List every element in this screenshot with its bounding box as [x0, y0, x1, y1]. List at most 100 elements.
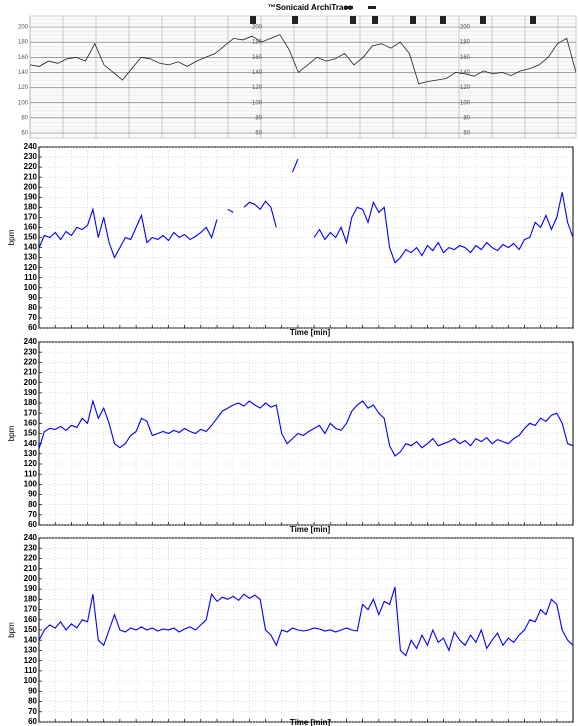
y-tick-label: 220	[24, 554, 38, 563]
y-tick-label: 60	[28, 520, 37, 529]
y-tick-label: 110	[24, 666, 37, 675]
y-tick-label: 100	[24, 479, 38, 488]
y-tick-label: 180	[252, 40, 263, 46]
y-tick-label: 140	[460, 70, 471, 76]
y-tick-label: 90	[28, 686, 37, 695]
y-tick-label: 180	[24, 594, 38, 603]
y-tick-label: 140	[24, 439, 38, 448]
event-mark	[250, 16, 256, 24]
y-tick-label: 230	[24, 347, 38, 356]
y-axis-label: bpm	[7, 229, 16, 245]
y-tick-label: 200	[18, 25, 29, 31]
y-tick-label: 140	[18, 70, 29, 76]
y-tick-label: 90	[28, 293, 37, 302]
y-tick-label: 60	[28, 717, 37, 726]
y-tick-label: 220	[24, 162, 38, 171]
y-tick-label: 190	[24, 584, 38, 593]
y-tick-label: 100	[24, 283, 38, 292]
x-axis-label: Time [min]	[290, 328, 331, 337]
y-tick-label: 200	[252, 25, 263, 31]
y-tick-label: 120	[460, 85, 471, 91]
trace-line	[29, 34, 577, 85]
y-tick-label: 100	[24, 676, 38, 685]
y-tick-label: 180	[460, 40, 471, 46]
y-tick-label: 220	[24, 357, 38, 366]
trace-line	[38, 398, 574, 457]
event-mark	[480, 16, 486, 24]
y-axis-label: bpm	[7, 622, 16, 638]
event-mark	[440, 16, 446, 24]
y-tick-label: 200	[24, 182, 38, 191]
y-tick-label: 60	[463, 131, 470, 137]
y-tick-label: 170	[24, 212, 38, 221]
event-mark	[292, 16, 298, 24]
y-tick-label: 160	[24, 615, 38, 624]
y-tick-label: 100	[252, 100, 263, 106]
y-tick-label: 120	[252, 85, 263, 91]
y-axis-label: bpm	[7, 425, 16, 441]
y-tick-label: 120	[24, 263, 38, 272]
y-tick-label: 80	[255, 115, 262, 121]
trace-line	[38, 158, 574, 264]
y-tick-label: 100	[460, 100, 471, 106]
y-tick-label: 150	[24, 625, 38, 634]
y-tick-label: 190	[24, 388, 38, 397]
event-mark	[410, 16, 416, 24]
y-tick-label: 180	[24, 202, 38, 211]
y-tick-label: 120	[24, 656, 38, 665]
title-mark	[368, 6, 376, 9]
y-tick-label: 160	[18, 55, 29, 61]
y-tick-label: 240	[24, 142, 38, 151]
y-tick-label: 230	[24, 152, 38, 161]
y-tick-label: 70	[28, 313, 37, 322]
y-tick-label: 170	[24, 605, 38, 614]
y-tick-label: 240	[24, 337, 38, 346]
y-tick-label: 230	[24, 543, 38, 552]
y-tick-label: 190	[24, 192, 38, 201]
y-tick-label: 60	[255, 131, 262, 137]
chart-title: ™Sonicaid ArchiTrace	[268, 3, 353, 12]
y-tick-label: 90	[28, 490, 37, 499]
event-mark	[372, 16, 378, 24]
y-tick-label: 150	[24, 233, 38, 242]
y-tick-label: 70	[28, 707, 37, 716]
y-tick-label: 200	[24, 574, 38, 583]
y-tick-label: 120	[24, 459, 38, 468]
y-tick-label: 180	[24, 398, 38, 407]
y-tick-label: 160	[460, 55, 471, 61]
y-tick-label: 210	[24, 368, 38, 377]
y-tick-label: 130	[24, 449, 38, 458]
y-tick-label: 110	[24, 273, 37, 282]
y-tick-label: 150	[24, 429, 38, 438]
y-tick-label: 80	[21, 115, 28, 121]
y-tick-label: 60	[28, 323, 37, 332]
trace-line	[38, 586, 574, 657]
y-tick-label: 210	[24, 564, 38, 573]
y-tick-label: 80	[463, 115, 470, 121]
title-mark	[345, 6, 353, 9]
y-tick-label: 210	[24, 172, 38, 181]
y-tick-label: 110	[24, 469, 37, 478]
y-tick-label: 240	[24, 533, 38, 542]
y-tick-label: 200	[24, 378, 38, 387]
x-axis-label: Time [min]	[290, 718, 331, 726]
y-tick-label: 130	[24, 253, 38, 262]
y-tick-label: 180	[18, 40, 29, 46]
x-axis-label: Time [min]	[290, 525, 331, 534]
y-tick-label: 60	[21, 131, 28, 137]
event-mark	[530, 16, 536, 24]
y-tick-label: 70	[28, 510, 37, 519]
y-tick-label: 140	[24, 635, 38, 644]
y-tick-label: 120	[18, 85, 29, 91]
y-tick-label: 100	[18, 100, 29, 106]
y-tick-label: 160	[252, 55, 263, 61]
y-tick-label: 140	[252, 70, 263, 76]
y-tick-label: 160	[24, 223, 38, 232]
y-tick-label: 80	[28, 303, 37, 312]
y-tick-label: 160	[24, 418, 38, 427]
y-tick-label: 170	[24, 408, 38, 417]
y-tick-label: 80	[28, 500, 37, 509]
y-tick-label: 140	[24, 243, 38, 252]
y-tick-label: 130	[24, 646, 38, 655]
